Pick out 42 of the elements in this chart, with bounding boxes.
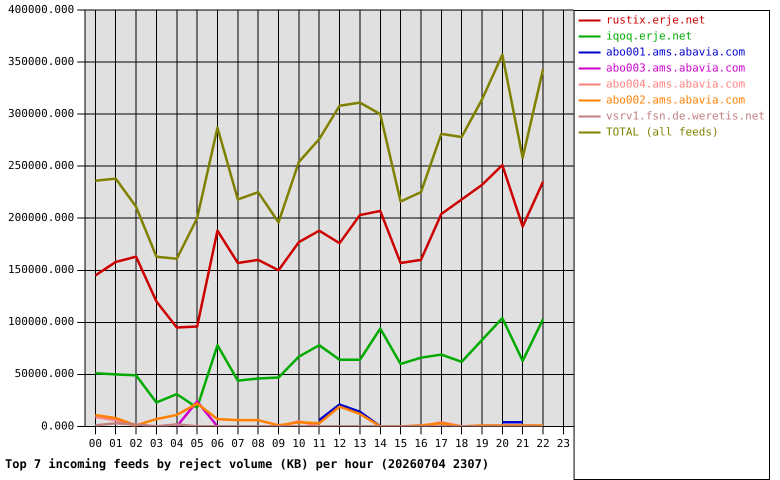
x-tick-label: 09 xyxy=(272,436,286,450)
legend-label: abo004.ams.abavia.com xyxy=(606,77,746,90)
x-tick-label: 17 xyxy=(434,436,448,450)
x-tick-label: 04 xyxy=(170,436,184,450)
x-tick-label: 14 xyxy=(374,436,388,450)
x-tick-label: 06 xyxy=(210,436,224,450)
legend-label: TOTAL (all feeds) xyxy=(606,125,719,138)
x-tick-label: 20 xyxy=(496,436,509,450)
x-tick-label: 07 xyxy=(231,436,244,450)
legend-label: abo002.ams.abavia.com xyxy=(606,93,746,106)
x-tick-label: 19 xyxy=(475,436,489,450)
x-tick-label: 23 xyxy=(556,436,570,450)
y-tick-label: 200000.000 xyxy=(8,211,74,224)
x-tick-label: 08 xyxy=(252,436,265,450)
y-tick-label: 300000.000 xyxy=(8,106,74,120)
y-tick-label: 250000.000 xyxy=(8,159,74,172)
x-tick-label: 03 xyxy=(150,436,164,450)
legend-label: iqoq.erje.net xyxy=(606,29,692,42)
x-tick-label: 16 xyxy=(414,436,428,450)
y-tick-label: 150000.000 xyxy=(8,263,74,276)
text: Top 7 incoming feeds by reject volume (KB) per hour (20260704 2307) xyxy=(5,456,490,471)
legend-label: rustix.erje.net xyxy=(606,13,706,26)
x-tick-label: 21 xyxy=(516,436,530,450)
x-tick-label: 12 xyxy=(332,436,346,450)
x-tick-label: 22 xyxy=(536,436,550,450)
legend-label: vsrv1.fsn.de.weretis.net xyxy=(606,109,766,122)
x-tick-label: 13 xyxy=(353,436,367,450)
y-tick-label: 0.000 xyxy=(41,419,74,432)
legend-label: abo001.ams.abavia.com xyxy=(606,45,746,58)
legend-label: abo003.ams.abavia.com xyxy=(606,61,746,74)
x-tick-label: 15 xyxy=(394,436,408,450)
x-tick-label: 18 xyxy=(455,436,468,450)
x-tick-label: 05 xyxy=(190,436,204,450)
y-tick-label: 50000.000 xyxy=(14,367,74,380)
x-tick-label: 00 xyxy=(88,436,102,450)
y-tick-label: 400000.000 xyxy=(8,2,74,16)
x-tick-label: 11 xyxy=(312,436,326,450)
y-tick-label: 350000.000 xyxy=(8,54,74,68)
x-tick-label: 10 xyxy=(292,436,306,450)
x-tick-label: 01 xyxy=(109,436,122,450)
x-tick-label: 02 xyxy=(129,436,143,450)
y-tick-label: 100000.000 xyxy=(8,315,74,328)
